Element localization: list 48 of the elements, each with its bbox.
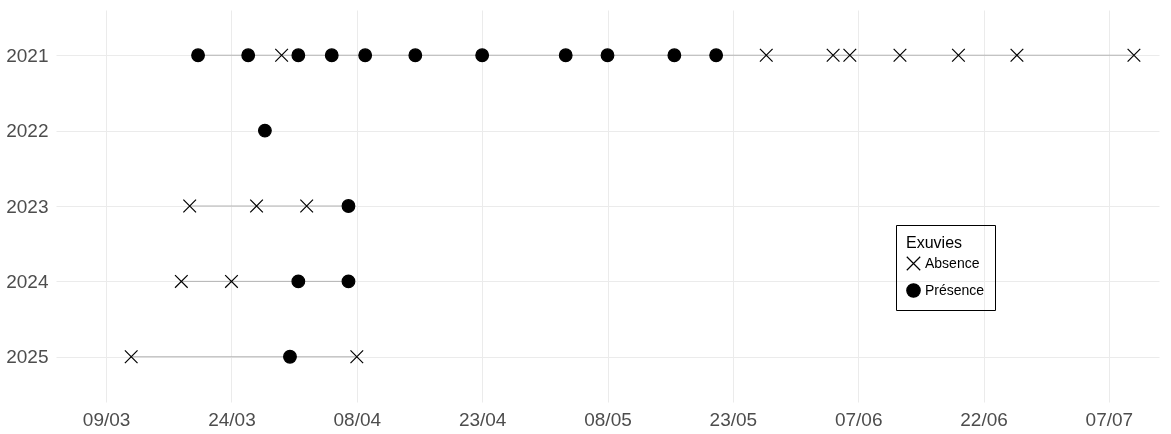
x-tick-label: 22/06: [960, 408, 1008, 430]
x-tick-label: 09/03: [82, 408, 131, 430]
point: [1127, 48, 1141, 63]
x-tick-label: 07/07: [1085, 408, 1134, 430]
point: [475, 48, 490, 63]
point: [759, 48, 774, 63]
point: [291, 48, 306, 63]
point: [224, 274, 239, 289]
point: [191, 48, 205, 63]
point: [182, 199, 197, 213]
point: [842, 48, 857, 63]
x-tick-label: 23/04: [458, 408, 507, 430]
point: [174, 274, 189, 289]
x-tick-label: 24/03: [208, 408, 256, 430]
point: [274, 48, 289, 63]
x-tick-label: 08/05: [584, 408, 632, 430]
point: [349, 349, 364, 364]
y-tick-label: 2022: [6, 120, 49, 142]
point: [299, 199, 314, 213]
point: [283, 349, 297, 364]
y-tick-label: 2023: [6, 195, 49, 217]
point: [1010, 48, 1024, 63]
y-tick-label: 2021: [6, 44, 49, 66]
x-tick-label: 08/04: [333, 408, 382, 430]
point: [324, 48, 339, 63]
point: [558, 48, 573, 63]
point: [291, 274, 306, 289]
point: [667, 48, 682, 63]
legend-title: Exuvies: [906, 234, 963, 251]
point: [358, 48, 373, 63]
point: [893, 48, 907, 63]
point: [951, 48, 966, 63]
x-tick-label: 07/06: [834, 408, 883, 430]
point: [709, 48, 724, 63]
point: [600, 48, 615, 63]
legend-label: Absence: [925, 254, 980, 271]
point: [341, 274, 356, 289]
point: [249, 199, 264, 213]
point: [826, 48, 841, 63]
x-tick-label: 23/05: [709, 408, 758, 430]
point: [241, 48, 256, 63]
point: [408, 48, 423, 63]
y-tick-label: 2025: [6, 346, 49, 368]
y-tick-label: 2024: [6, 270, 49, 292]
point: [124, 349, 139, 364]
legend-label: Présence: [925, 281, 985, 298]
point: [341, 199, 356, 213]
point: [257, 123, 272, 138]
